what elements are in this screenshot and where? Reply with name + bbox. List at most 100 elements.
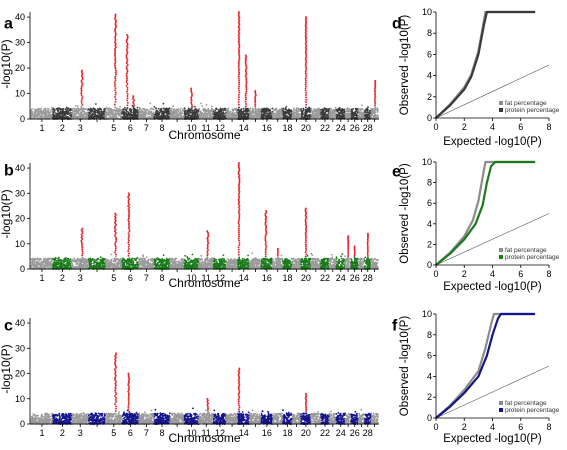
peak-snp-point [305,85,307,88]
snp-point [317,109,319,112]
snp-point [97,108,99,110]
snp-point [73,257,75,260]
snp-point [50,106,53,109]
peak-snp-point [238,85,240,88]
peak-snp-point [114,83,116,86]
snp-point [337,111,340,114]
peak-snp-point [133,109,136,112]
snp-point [274,109,277,111]
x-tick-label: 28 [363,123,373,133]
snp-point [89,109,91,112]
snp-point [131,104,134,107]
peak-snp-point [237,69,240,72]
snp-point [278,116,281,119]
snp-point [244,115,247,118]
peak-snp-point [245,83,248,86]
snp-point [231,114,234,116]
snp-point [351,114,353,116]
snp-point [123,110,125,113]
snp-point [190,116,192,119]
snp-point [222,112,225,115]
snp-point [65,264,68,267]
snp-point [44,265,46,268]
peak-snp-point [125,75,128,78]
y-tick-label: 10 [15,89,25,99]
snp-point [147,113,150,116]
peak-snp-point [305,75,308,78]
snp-point [328,113,331,116]
peak-snp-point [237,62,240,65]
snp-point [112,109,114,112]
snp-point [345,108,348,111]
snp-point [63,117,66,119]
peak-snp-point [374,111,377,114]
snp-point [56,257,58,260]
snp-point [235,107,238,110]
snp-point [86,108,89,111]
snp-point [361,104,363,107]
snp-point [156,112,159,114]
snp-point [103,110,105,113]
snp-point [263,115,265,117]
snp-point [140,116,143,119]
snp-point [239,111,241,113]
snp-point [336,114,339,117]
snp-point [98,264,101,266]
snp-point [48,262,50,264]
snp-point [61,114,64,117]
snp-point [297,107,300,110]
snp-point [79,108,82,111]
snp-point [277,111,280,114]
snp-point [50,257,53,260]
peak-snp-point [244,107,247,110]
snp-point [204,112,207,115]
peak-snp-point [305,98,308,101]
snp-point [75,263,78,266]
peak-snp-point [304,89,307,92]
peak-snp-point [238,49,240,52]
snp-point [79,261,82,263]
snp-point [303,115,306,118]
snp-point [31,257,34,260]
snp-point [318,107,320,110]
peak-snp-point [245,90,248,93]
snp-point [202,108,205,111]
snp-point [211,107,213,110]
snp-point [74,115,77,118]
snp-point [256,111,258,114]
peak-snp-point [374,93,376,96]
snp-point [366,111,369,114]
peak-snp-point [237,87,240,90]
snp-point [177,110,180,113]
snp-point [60,265,63,268]
snp-point [162,110,165,113]
snp-point [57,109,60,112]
peak-snp-point [113,81,116,84]
snp-point [42,263,44,265]
snp-point [110,110,113,113]
snp-point [302,109,305,112]
snp-point [177,108,180,111]
snp-point [70,113,72,116]
snp-point [347,110,350,112]
snp-point [110,113,113,116]
peak-snp-point [305,45,308,48]
peak-snp-point [81,84,84,87]
peak-snp-point [244,92,247,95]
snp-point [157,110,159,113]
snp-point [260,115,263,118]
snp-point [108,107,110,109]
snp-point [108,114,110,117]
peak-snp-point [254,109,257,112]
snp-point [141,110,144,113]
snp-point [349,108,351,111]
peak-snp-point [245,98,247,101]
peak-snp-point [126,88,129,91]
snp-point [150,110,152,113]
snp-point [97,110,99,112]
snp-point [108,111,110,113]
snp-point [239,115,241,118]
peak-snp-point [305,68,308,71]
snp-point [364,111,367,113]
snp-point [282,110,285,113]
